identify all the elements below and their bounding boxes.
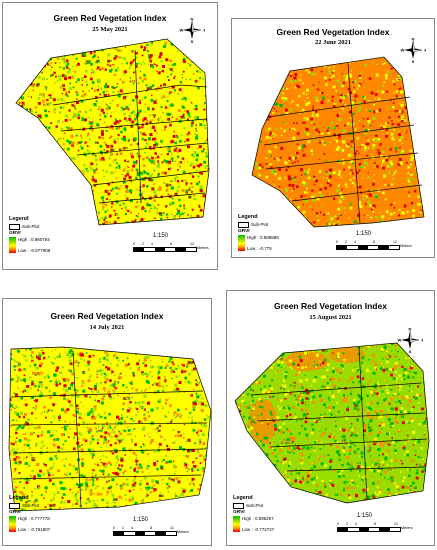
map-date: 22 June 2021 (314, 39, 352, 46)
scale-tick: 0 (336, 240, 338, 244)
legend-title: Legend (9, 216, 29, 222)
low-value: Low : -0.761807 (18, 526, 51, 532)
map-title: Green Red Vegetation Index (276, 27, 390, 37)
field-map (15, 38, 210, 226)
legend: Legend Sub-Plot GRVI High : 0.860784 Low … (9, 216, 51, 254)
subplot-label: Sub-Plot (251, 221, 269, 227)
scale-tick: 2 (142, 242, 144, 246)
field-map (8, 346, 212, 512)
high-value: High : 0.596257 (242, 516, 274, 522)
scale-tick: 4 (151, 242, 153, 246)
subplot-swatch (9, 502, 20, 509)
color-ramp (233, 516, 240, 533)
color-ramp (9, 237, 16, 254)
grvi-label: GRVI (9, 230, 21, 236)
scale-tick: 0 (113, 526, 115, 530)
scale-tick: 2 (346, 522, 348, 526)
scale-text: 1:150 (133, 517, 149, 523)
legend: Legend Sub-Plot GRVI High : 0.888889 Low … (238, 214, 279, 252)
scale-unit: Meters (400, 244, 412, 248)
low-value: Low : -0.772727 (242, 526, 275, 532)
legend-title: Legend (238, 214, 258, 220)
map-title: Green Red Vegetation Index (53, 13, 167, 23)
scale-tick: 8 (374, 522, 376, 526)
scale-unit: Meters (177, 530, 189, 534)
legend: Legend Sub-Plot GRVI High : 0.777778 Low … (9, 495, 51, 533)
map-title: Green Red Vegetation Index (50, 311, 164, 321)
map-panel-june: Green Red Vegetation Index 22 June 2021 … (231, 18, 435, 258)
scale-unit: Meters (197, 246, 209, 250)
svg-text:W: W (401, 48, 405, 53)
subplot-swatch (9, 223, 20, 230)
color-ramp (238, 235, 245, 252)
svg-text:S: S (412, 59, 415, 63)
subplot-swatch (233, 502, 244, 509)
map-panel-august: Green Red Vegetation Index 15 August 202… (226, 290, 435, 546)
scale-tick: 12 (394, 522, 398, 526)
scale-tick: 2 (122, 526, 124, 530)
subplot-label: Sub-Plot (246, 502, 264, 508)
scale-text: 1:150 (153, 233, 169, 239)
scale-tick: 12 (190, 242, 194, 246)
scale-tick: 8 (170, 242, 172, 246)
low-value: Low : -0.577908 (18, 247, 51, 253)
high-value: High : 0.860784 (18, 237, 50, 243)
scale-tick: 0 (133, 242, 135, 246)
scale-tick: 12 (393, 240, 397, 244)
map-title: Green Red Vegetation Index (274, 301, 387, 311)
map-date: 14 July 2021 (89, 324, 125, 331)
scale-text: 1:150 (356, 231, 372, 237)
scale-text: 1:150 (357, 513, 373, 519)
scale-tick: 4 (131, 526, 133, 530)
scale-unit: Meters (401, 526, 413, 530)
legend-title: Legend (233, 495, 253, 501)
scale-tick: 2 (345, 240, 347, 244)
scale-tick: 12 (170, 526, 174, 530)
subplot-swatch (238, 221, 249, 228)
scale-tick: 0 (337, 522, 339, 526)
subplot-label: Sub-Plot (22, 223, 40, 229)
scale-tick: 4 (355, 522, 357, 526)
svg-text:S: S (191, 39, 194, 43)
map-panel-july: Green Red Vegetation Index 14 July 2021 … (2, 298, 212, 546)
svg-text:N: N (191, 17, 194, 22)
low-value: Low : -0.775 (247, 245, 272, 251)
legend: Legend Sub-Plot GRVI High : 0.596257 Low … (233, 495, 275, 533)
scale-tick: 8 (373, 240, 375, 244)
field-map (251, 56, 425, 228)
map-date: 15 August 2021 (309, 314, 352, 321)
grvi-label: GRVI (238, 228, 250, 234)
map-date: 25 May 2021 (92, 26, 128, 33)
high-value: High : 0.888889 (247, 235, 279, 241)
scale-tick: 8 (150, 526, 152, 530)
subplot-label: Sub-Plot (22, 502, 40, 508)
scale-tick: 4 (354, 240, 356, 244)
field-map (234, 342, 430, 504)
high-value: High : 0.777778 (18, 516, 50, 522)
legend-title: Legend (9, 495, 29, 501)
grvi-label: GRVI (9, 509, 21, 515)
svg-text:N: N (412, 37, 415, 42)
map-panel-may: Green Red Vegetation Index 25 May 2021 N… (2, 2, 218, 270)
svg-text:W: W (180, 28, 184, 33)
grvi-label: GRVI (233, 509, 245, 515)
color-ramp (9, 516, 16, 533)
